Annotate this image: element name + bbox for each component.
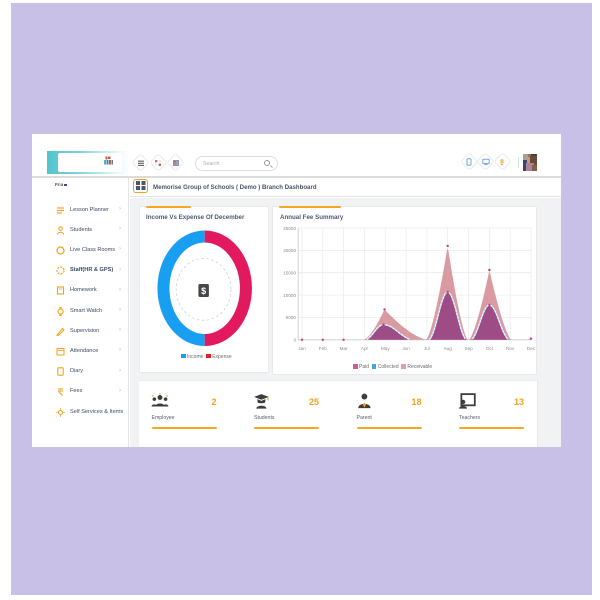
- svg-text:Apr: Apr: [361, 346, 369, 351]
- svg-text:Jul: Jul: [424, 346, 430, 351]
- svg-text:Sep: Sep: [465, 346, 474, 351]
- svg-text:10000: 10000: [283, 293, 296, 298]
- svg-text:15000: 15000: [283, 271, 296, 276]
- svg-text:0: 0: [293, 338, 296, 343]
- svg-text:Mar: Mar: [340, 346, 348, 351]
- svg-text:$: $: [201, 286, 206, 296]
- svg-text:Jan: Jan: [298, 346, 306, 351]
- svg-text:Nov: Nov: [506, 346, 515, 351]
- svg-text:Dec: Dec: [527, 346, 536, 351]
- svg-text:Jun: Jun: [402, 346, 410, 351]
- svg-text:20000: 20000: [283, 248, 296, 253]
- svg-text:Oct: Oct: [486, 346, 494, 351]
- svg-text:Feb: Feb: [319, 346, 327, 351]
- svg-text:5000: 5000: [286, 315, 297, 320]
- svg-text:Aug: Aug: [444, 346, 453, 351]
- svg-text:May: May: [381, 346, 390, 351]
- svg-text:25000: 25000: [283, 226, 296, 231]
